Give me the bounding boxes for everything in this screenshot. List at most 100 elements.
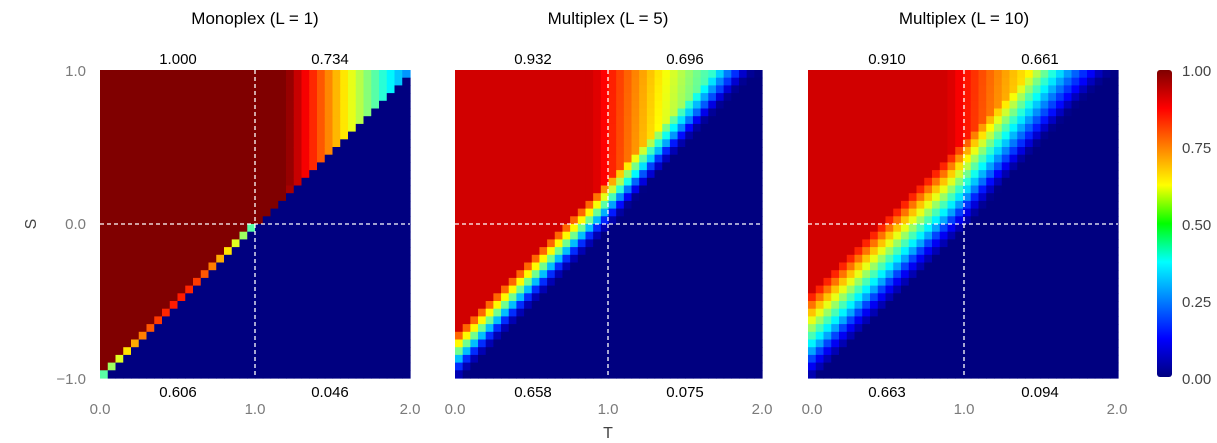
heatmap-cell <box>200 139 210 148</box>
heatmap-cell <box>570 193 579 202</box>
heatmap-cell <box>616 239 625 248</box>
heatmap-cell <box>340 370 349 379</box>
heatmap-cell <box>924 293 933 302</box>
heatmap-cell <box>123 93 132 102</box>
heatmap-cell <box>462 147 471 156</box>
heatmap-cell <box>262 347 272 356</box>
heatmap-cell <box>193 231 202 240</box>
heatmap-cell <box>231 316 241 325</box>
heatmap-cell <box>924 70 933 79</box>
heatmap-cell <box>978 77 987 86</box>
heatmap-cell <box>986 100 995 110</box>
heatmap-cell <box>916 277 925 287</box>
heatmap-cell <box>324 208 334 217</box>
heatmap-cell <box>485 216 494 225</box>
heatmap-cell <box>639 316 648 325</box>
heatmap-cell <box>623 216 633 225</box>
heatmap-cell <box>677 370 686 379</box>
heatmap-cell <box>654 116 663 125</box>
heatmap-cell <box>723 170 732 179</box>
heatmap-cell <box>608 316 617 325</box>
heatmap-cell <box>162 147 171 156</box>
heatmap-cell <box>885 339 894 348</box>
heatmap-cell <box>1040 293 1049 302</box>
heatmap-cell <box>379 177 388 187</box>
heatmap-cell <box>508 247 518 256</box>
heatmap-cell <box>501 324 510 333</box>
heatmap-cell <box>1110 200 1119 210</box>
heatmap-cell <box>340 93 349 102</box>
heatmap-cell <box>562 224 571 233</box>
heatmap-cell <box>715 308 725 317</box>
heatmap-cell <box>1063 347 1073 356</box>
heatmap-cell <box>662 301 671 310</box>
heatmap-cell <box>386 301 396 310</box>
heatmap-cell <box>885 216 894 225</box>
heatmap-cell <box>462 170 471 179</box>
heatmap-cell <box>501 262 510 271</box>
heatmap-cell <box>516 293 525 302</box>
heatmap-cell <box>893 354 902 364</box>
heatmap-cell <box>348 200 357 210</box>
heatmap-cell <box>107 231 117 240</box>
heatmap-cell <box>808 170 817 179</box>
heatmap-cell <box>1025 308 1034 317</box>
heatmap-cell <box>262 162 272 171</box>
heatmap-cell <box>1025 347 1034 356</box>
heatmap-cell <box>200 116 210 125</box>
heatmap-cell <box>177 139 186 148</box>
heatmap-cell <box>462 316 471 325</box>
heatmap-cell <box>138 193 148 202</box>
heatmap-cell <box>394 123 403 133</box>
heatmap-cell <box>815 370 825 379</box>
heatmap-cell <box>669 270 679 279</box>
heatmap-cell <box>309 131 318 140</box>
heatmap-cell <box>185 208 194 217</box>
heatmap-cell <box>107 185 117 194</box>
heatmap-cell <box>708 116 717 125</box>
heatmap-cell <box>508 200 518 210</box>
heatmap-cell <box>901 231 910 240</box>
heatmap-cell <box>162 108 171 117</box>
heatmap-cell <box>593 216 602 225</box>
heatmap-cell <box>239 293 248 302</box>
heatmap-cell <box>501 216 510 225</box>
heatmap-cell <box>662 362 671 371</box>
heatmap-cell <box>562 254 571 264</box>
heatmap-cell <box>355 347 365 356</box>
heatmap-cell <box>823 70 832 79</box>
heatmap-cell <box>908 147 918 156</box>
heatmap-cell <box>908 277 918 287</box>
heatmap-cell <box>371 308 380 317</box>
heatmap-cell <box>247 154 256 163</box>
heatmap-cell <box>846 308 856 317</box>
heatmap-cell <box>646 131 656 140</box>
heatmap-cell <box>138 308 148 317</box>
heatmap-cell <box>754 70 763 79</box>
heatmap-cell <box>916 216 925 225</box>
heatmap-cell <box>924 239 933 248</box>
heatmap-cell <box>355 123 365 133</box>
heatmap-cell <box>1017 347 1026 356</box>
heatmap-cell <box>355 131 365 140</box>
heatmap-cell <box>107 224 117 233</box>
heatmap-cell <box>402 193 411 202</box>
heatmap-cell <box>685 370 694 379</box>
heatmap-cell <box>324 362 334 371</box>
heatmap-cell <box>286 231 295 240</box>
heatmap-cell <box>692 108 702 117</box>
heatmap-cell <box>1032 354 1042 364</box>
heatmap-cell <box>1056 216 1065 225</box>
heatmap-cell <box>107 331 117 341</box>
heatmap-cell <box>177 108 186 117</box>
heatmap-cell <box>1040 362 1049 371</box>
heatmap-cell <box>738 200 748 210</box>
heatmap-cell <box>455 100 464 110</box>
heatmap-cell <box>278 262 287 271</box>
heatmap-cell <box>754 131 763 140</box>
heatmap-cell <box>508 324 518 333</box>
heatmap-cell <box>577 308 587 317</box>
heatmap-cell <box>815 162 825 171</box>
heatmap-cell <box>831 324 840 333</box>
heatmap-cell <box>154 170 163 179</box>
